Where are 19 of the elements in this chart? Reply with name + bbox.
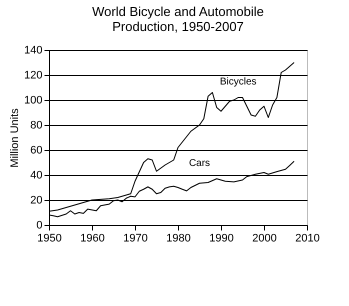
y-tick-label: 40 <box>30 170 42 182</box>
y-tick-label: 100 <box>24 94 42 106</box>
series-label: Bicycles <box>220 76 257 88</box>
x-tick-label: 1970 <box>123 232 148 244</box>
y-tick-label: 20 <box>30 194 42 206</box>
x-tick-label: 1980 <box>166 232 191 244</box>
x-tick-label: 1950 <box>37 232 62 244</box>
x-tick-label: 1990 <box>209 232 234 244</box>
series-label: Cars <box>188 158 210 169</box>
y-tick-label: 80 <box>30 120 42 132</box>
chart-title: World Bicycle and Automobile Production, 1950-2007 <box>92 4 264 34</box>
y-tick-label: 120 <box>24 70 42 82</box>
y-tick-label: 140 <box>24 44 42 56</box>
x-tick-label: 2000 <box>252 232 277 244</box>
x-tick-label: 2010 <box>295 232 320 244</box>
x-tick-label: 1960 <box>80 232 105 244</box>
y-axis-title: Million Units <box>9 108 22 168</box>
y-tick-label: 60 <box>30 144 42 156</box>
y-tick-label: 0 <box>36 220 42 232</box>
